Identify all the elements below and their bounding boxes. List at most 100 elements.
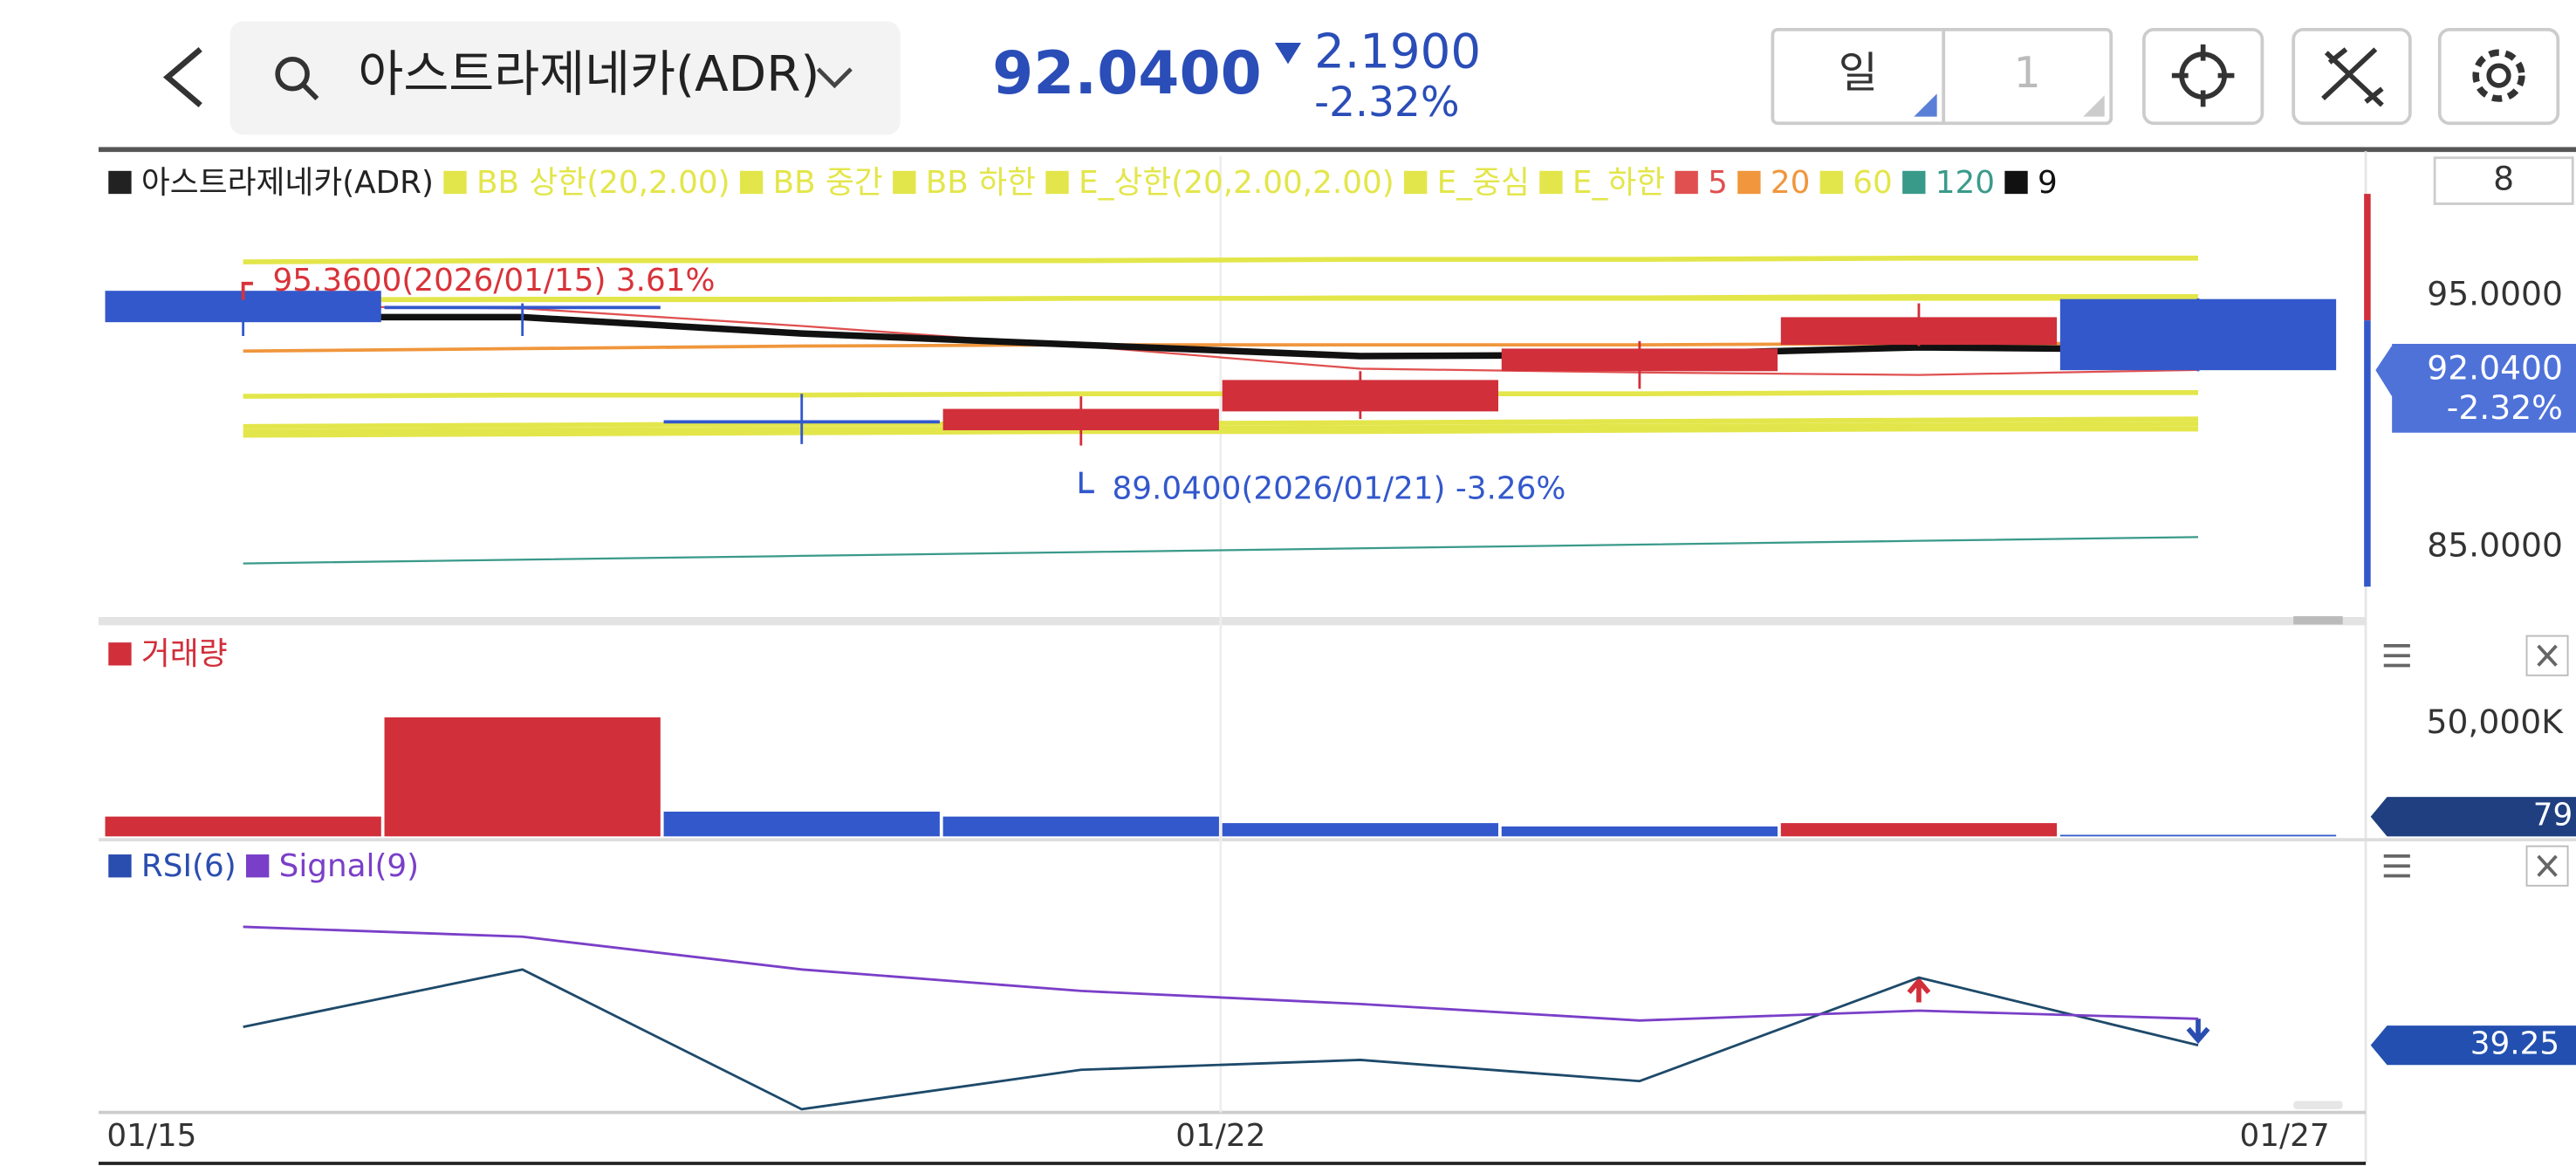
high-annotation: 95.3600(2026/01/15) 3.61% bbox=[273, 263, 716, 298]
legend-swatch bbox=[108, 642, 132, 666]
volume-bar bbox=[942, 816, 1219, 837]
candle-body bbox=[1501, 348, 1778, 372]
legend-swatch bbox=[1539, 170, 1563, 195]
candle-body bbox=[1780, 317, 2058, 346]
candle-body bbox=[2059, 298, 2337, 371]
legend-swatch bbox=[739, 170, 764, 195]
price-tag-value: 92.0400 bbox=[2427, 349, 2563, 388]
indicator-line bbox=[243, 426, 2198, 438]
current-price: 92.0400 bbox=[992, 38, 1262, 107]
volume-bar bbox=[1780, 823, 2058, 837]
x-tick-label: 01/15 bbox=[106, 1118, 196, 1154]
volume-bar bbox=[2059, 834, 2337, 837]
back-button[interactable] bbox=[162, 46, 202, 108]
legend-label: 20 bbox=[1771, 165, 1811, 201]
legend-label: BB 하한 bbox=[926, 165, 1036, 201]
y-tick-label: 50,000K bbox=[2427, 703, 2565, 741]
top-right-box bbox=[2433, 156, 2574, 205]
panel-close[interactable] bbox=[2525, 634, 2569, 676]
legend-swatch bbox=[1403, 170, 1428, 195]
volume-bar bbox=[1222, 823, 1498, 837]
buy-signal-icon bbox=[1907, 977, 1931, 1003]
legend-swatch bbox=[1819, 170, 1844, 195]
price-change: 2.1900 bbox=[1314, 23, 1481, 79]
scroll-handle[interactable] bbox=[2293, 616, 2343, 625]
indicator-line bbox=[243, 255, 2198, 264]
panel-menu[interactable] bbox=[2383, 854, 2410, 878]
x-tick-label: 01/22 bbox=[1175, 1118, 1265, 1154]
settings-gear-hub bbox=[2486, 63, 2511, 88]
legend-swatch bbox=[108, 854, 132, 878]
indicator-line bbox=[243, 421, 2199, 435]
legend-swatch bbox=[1045, 170, 1069, 195]
dropdown-chevron[interactable] bbox=[816, 67, 853, 89]
legend-swatch bbox=[1902, 170, 1926, 195]
indicator-line bbox=[243, 294, 2198, 302]
legend-label: BB 상한(20,2.00) bbox=[476, 165, 730, 201]
indicator-line bbox=[243, 536, 2199, 565]
crosshair-lines bbox=[2171, 44, 2235, 107]
legend-label: 5 bbox=[1708, 165, 1728, 201]
volume-bar bbox=[105, 816, 381, 837]
legend-swatch bbox=[2004, 170, 2028, 195]
x-tick-label: 01/27 bbox=[2240, 1118, 2330, 1154]
price-tag-change: -2.32% bbox=[2447, 388, 2563, 427]
rsi-tag-label: 39.25 bbox=[2470, 1026, 2559, 1062]
price-change-pct: -2.32% bbox=[1314, 79, 1459, 127]
settings-gear bbox=[2472, 49, 2525, 102]
indicator-line bbox=[243, 313, 2199, 360]
scroll-handle[interactable] bbox=[2293, 1101, 2343, 1109]
legend-label: E_하한 bbox=[1572, 165, 1665, 201]
indicator-line bbox=[243, 389, 2198, 399]
volume-bar bbox=[663, 811, 940, 837]
search-icon-handle bbox=[302, 83, 319, 100]
rsi-line bbox=[243, 968, 2199, 1111]
y-tick-label: 85.0000 bbox=[2427, 525, 2563, 564]
top-right-box-label: 8 bbox=[2493, 160, 2514, 198]
period-count[interactable]: 1 bbox=[2014, 48, 2041, 98]
chart-layer: 95.000090.000085.000095.3600(2026/01/15)… bbox=[105, 165, 2576, 1111]
search-icon bbox=[275, 56, 310, 92]
candle-body bbox=[1222, 380, 1498, 412]
legend-swatch bbox=[108, 170, 132, 195]
panel-menu[interactable] bbox=[2383, 644, 2410, 668]
volume-tag bbox=[2370, 797, 2576, 837]
legend-label: Signal(9) bbox=[279, 848, 420, 884]
candle-body bbox=[942, 408, 1219, 430]
rsi-line bbox=[243, 925, 2199, 1022]
legend-label: 거래량 bbox=[141, 636, 228, 672]
legend-swatch bbox=[893, 170, 916, 195]
search-text: 아스트라제네카(ADR) bbox=[358, 46, 819, 103]
volume-tag-label: 79 bbox=[2533, 798, 2573, 833]
low-annotation: 89.0400(2026/01/21) -3.26% bbox=[1113, 470, 1566, 506]
volume-bar bbox=[384, 717, 661, 837]
crosshair-button[interactable] bbox=[2141, 28, 2264, 126]
indicator-line bbox=[243, 416, 2199, 429]
high-marker bbox=[241, 281, 253, 300]
legend-label: 9 bbox=[2038, 165, 2058, 201]
legend-label: E_중심 bbox=[1437, 165, 1530, 201]
volume-bar bbox=[1501, 826, 1778, 837]
candle-body bbox=[384, 305, 661, 310]
down-triangle bbox=[1274, 42, 1302, 65]
sell-signal-icon bbox=[2186, 1019, 2210, 1045]
period-unit[interactable]: 일 bbox=[1839, 48, 1878, 98]
legend-label: 60 bbox=[1853, 165, 1893, 201]
legend-swatch bbox=[443, 170, 467, 195]
y-tick-label: 95.0000 bbox=[2427, 274, 2563, 312]
rsi-tag bbox=[2370, 1025, 2576, 1066]
low-marker bbox=[1079, 471, 1094, 494]
legend-swatch bbox=[1737, 170, 1761, 195]
legend-label: E_상한(20,2.00,2.00) bbox=[1079, 165, 1394, 201]
legend-swatch bbox=[1675, 170, 1698, 195]
price-tag bbox=[2375, 344, 2576, 433]
panel-close-icon bbox=[2537, 854, 2558, 877]
search-box[interactable] bbox=[230, 21, 901, 135]
legend-label: 120 bbox=[1935, 165, 1995, 201]
settings-button[interactable] bbox=[2437, 28, 2560, 126]
legend-label: 아스트라제네카(ADR) bbox=[141, 165, 434, 201]
